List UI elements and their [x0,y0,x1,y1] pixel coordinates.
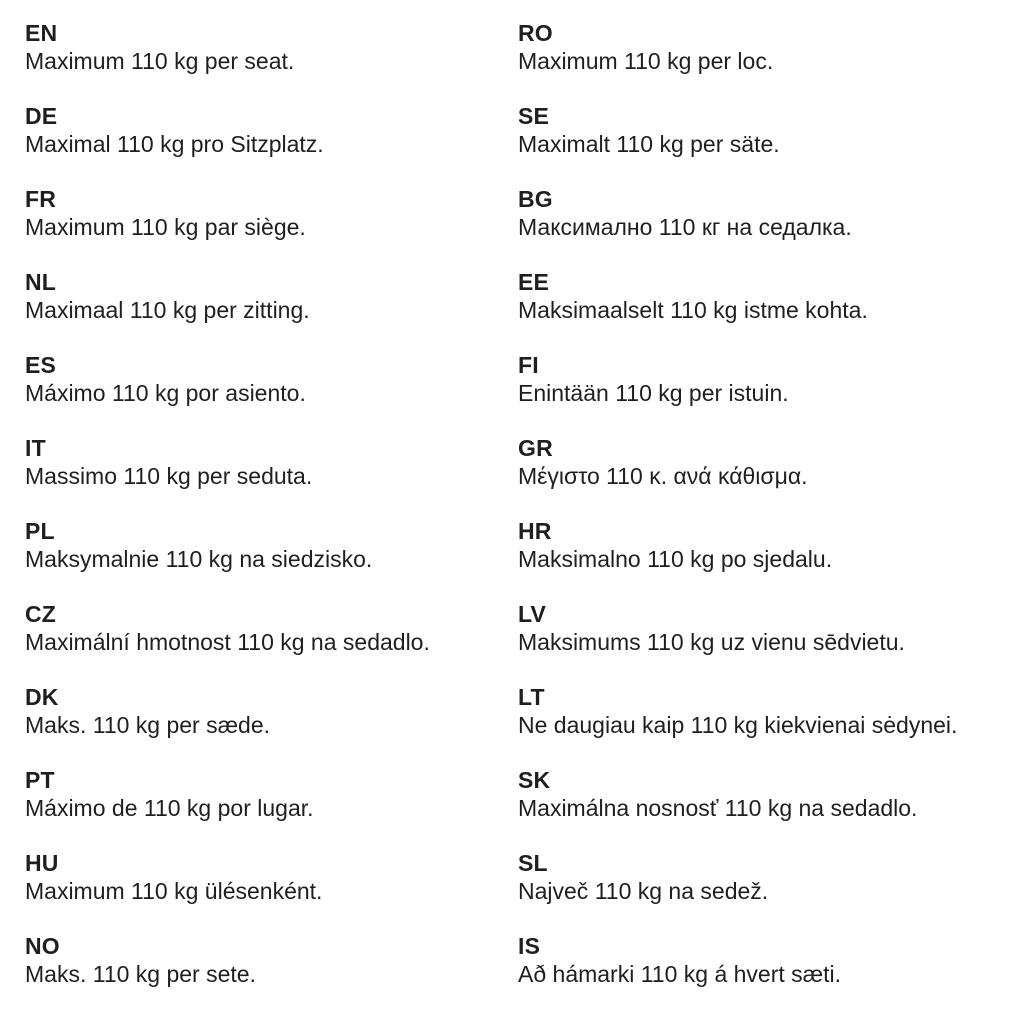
language-code-label: PT [25,767,55,793]
language-entry: HU Maximum 110 kg ülésenként. [25,849,518,905]
language-entry: SE Maximalt 110 kg per säte. [518,102,1024,158]
language-code-label: SK [518,767,551,793]
language-entry: RO Maximum 110 kg per loc. [518,19,1024,75]
language-entry: SL Največ 110 kg na sedež. [518,849,1024,905]
language-entry: ES Máximo 110 kg por asiento. [25,351,518,407]
language-code-label: ES [25,352,57,378]
max-weight-notice-text: Maximum 110 kg per seat. [25,48,295,74]
language-code-label: BG [518,186,553,212]
max-weight-notice-text: Maximum 110 kg per loc. [518,48,774,74]
max-weight-notice-text: Maximaal 110 kg per zitting. [25,297,310,323]
language-code-label: NO [25,933,60,959]
language-entry: HR Maksimalno 110 kg po sjedalu. [518,517,1024,573]
language-code-label: SE [518,103,550,129]
language-code-label: HU [25,850,59,876]
language-column-left: EN Maximum 110 kg per seat. DE Maximal 1… [25,19,518,1024]
language-entry: CZ Maximální hmotnost 110 kg na sedadlo. [25,600,518,656]
max-weight-notice-text: Maksimalno 110 kg po sjedalu. [518,546,833,572]
max-weight-notice-text: Maks. 110 kg per sete. [25,961,256,987]
max-weight-notice-text: Máximo de 110 kg por lugar. [25,795,314,821]
language-code-label: CZ [25,601,57,627]
language-code-label: SL [518,850,548,876]
language-code-label: LV [518,601,547,627]
language-entry: GR Μέγιστο 110 κ. ανά κάθισμα. [518,434,1024,490]
max-weight-notice-text: Maximum 110 kg ülésenként. [25,878,323,904]
max-weight-notice-text: Ne daugiau kaip 110 kg kiekvienai sėdyne… [518,712,958,738]
language-code-label: EE [518,269,550,295]
language-code-label: IS [518,933,541,959]
language-code-label: PL [25,518,55,544]
language-entry: IS Að hámarki 110 kg á hvert sæti. [518,932,1024,988]
language-code-label: GR [518,435,553,461]
language-entry: PT Máximo de 110 kg por lugar. [25,766,518,822]
language-code-label: DK [25,684,59,710]
language-entry: FI Enintään 110 kg per istuin. [518,351,1024,407]
language-code-label: FR [25,186,57,212]
language-code-label: LT [518,684,545,710]
max-weight-notice-text: Maximálna nosnosť 110 kg na sedadlo. [518,795,918,821]
max-weight-notice-text: Maximal 110 kg pro Sitzplatz. [25,131,324,157]
max-weight-notice-text: Maksymalnie 110 kg na siedzisko. [25,546,373,572]
max-weight-notice-text: Μέγιστο 110 κ. ανά κάθισμα. [518,463,808,489]
language-entry: PL Maksymalnie 110 kg na siedzisko. [25,517,518,573]
language-entry: NL Maximaal 110 kg per zitting. [25,268,518,324]
max-weight-notice-text: Maksimaalselt 110 kg istme kohta. [518,297,868,323]
max-weight-notice-text: Að hámarki 110 kg á hvert sæti. [518,961,841,987]
max-weight-notice-text: Maksimums 110 kg uz vienu sēdvietu. [518,629,905,655]
language-code-label: NL [25,269,57,295]
max-weight-notice-text: Maximum 110 kg par siège. [25,214,306,240]
max-weight-notice-text: Enintään 110 kg per istuin. [518,380,789,406]
language-entry: LV Maksimums 110 kg uz vienu sēdvietu. [518,600,1024,656]
max-weight-notice-text: Maximální hmotnost 110 kg na sedadlo. [25,629,430,655]
language-code-label: IT [25,435,46,461]
language-entry: LT Ne daugiau kaip 110 kg kiekvienai sėd… [518,683,1024,739]
max-weight-notice-text: Máximo 110 kg por asiento. [25,380,306,406]
language-entry: IT Massimo 110 kg per seduta. [25,434,518,490]
language-entry: EE Maksimaalselt 110 kg istme kohta. [518,268,1024,324]
language-column-right: RO Maximum 110 kg per loc. SE Maximalt 1… [518,19,1024,1024]
language-entry: FR Maximum 110 kg par siège. [25,185,518,241]
max-weight-notice-text: Maximalt 110 kg per säte. [518,131,780,157]
language-entry: NO Maks. 110 kg per sete. [25,932,518,988]
max-weight-notice-text: Максимално 110 кг на седалка. [518,214,852,240]
language-code-label: EN [25,20,58,46]
max-weight-notice-text: Maks. 110 kg per sæde. [25,712,271,738]
language-entry: DK Maks. 110 kg per sæde. [25,683,518,739]
language-entry: EN Maximum 110 kg per seat. [25,19,518,75]
language-entry: DE Maximal 110 kg pro Sitzplatz. [25,102,518,158]
language-code-label: FI [518,352,539,378]
max-weight-notice-text: Največ 110 kg na sedež. [518,878,769,904]
language-entry: BG Максимално 110 кг на седалка. [518,185,1024,241]
language-code-label: RO [518,20,553,46]
language-code-label: DE [25,103,58,129]
max-weight-notice-text: Massimo 110 kg per seduta. [25,463,313,489]
language-entry: SK Maximálna nosnosť 110 kg na sedadlo. [518,766,1024,822]
language-code-label: HR [518,518,552,544]
